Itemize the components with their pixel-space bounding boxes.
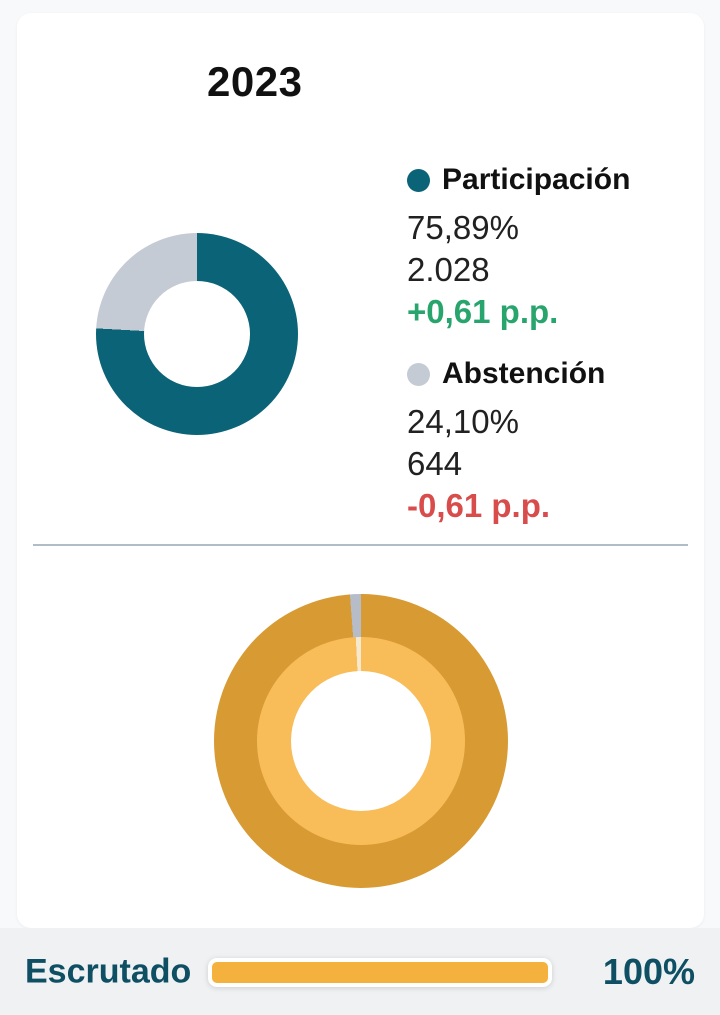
abstention-label: Abstención [442,357,606,390]
abstention-label-row: Abstención [407,357,687,391]
results-nested-donut[interactable] [214,594,508,888]
abstention-delta: -0,61 p.p. [407,487,551,524]
scrutiny-percent: 100% [602,950,695,992]
scrutiny-progress-fill [212,962,548,983]
abstention-count: 644 [407,445,463,482]
abstention-percent: 24,10% [407,403,519,440]
year-title: 2023 [207,58,303,105]
donut-hole [144,281,250,387]
legend: Participación 75,89% 2.028 +0,61 p.p. Ab… [407,163,687,527]
abstention-dot-icon [407,362,430,386]
participation-label-row: Participación [407,163,687,197]
scrutiny-footer: Escrutado 100% [0,928,720,1015]
legend-item-abstention: Abstención 24,10% 644 -0,61 p.p. [407,357,687,527]
donut-hole [291,671,431,811]
results-card: 2023 Participación 75,89% 2.028 +0,61 p.… [17,13,704,928]
participation-delta: +0,61 p.p. [407,293,559,330]
participation-count: 2.028 [407,251,490,288]
participation-donut[interactable] [96,233,298,435]
scrutiny-label: Escrutado [25,952,192,990]
participation-percent: 75,89% [407,209,519,246]
legend-item-participation: Participación 75,89% 2.028 +0,61 p.p. [407,163,687,333]
section-divider [33,544,688,546]
participation-label: Participación [442,163,631,196]
scrutiny-progress-bar [208,958,552,987]
participation-dot-icon [407,168,430,192]
